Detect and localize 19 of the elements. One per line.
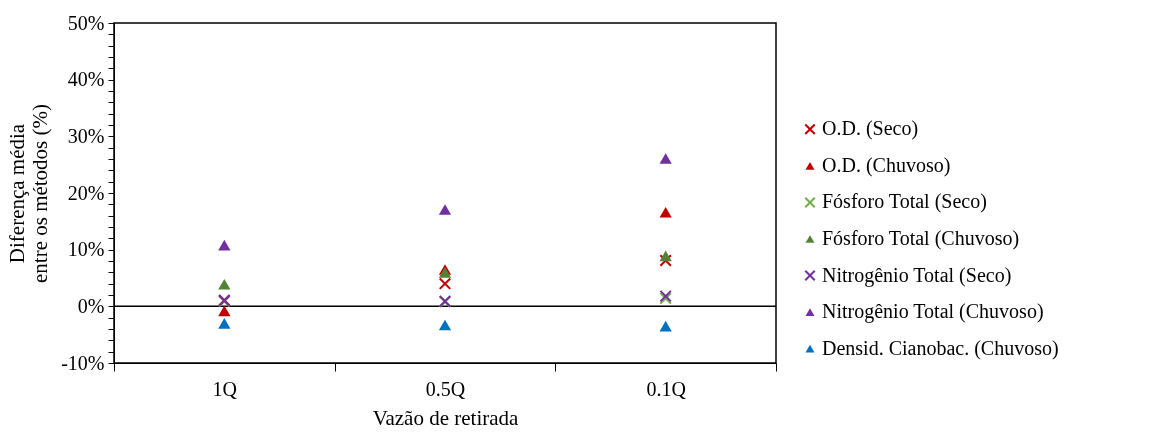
y-tick-label: 10% bbox=[67, 238, 105, 261]
x-tick-label: 0.1Q bbox=[646, 377, 687, 400]
x-tick-label: 1Q bbox=[212, 377, 238, 400]
x-axis-title: Vazão de retirada bbox=[372, 405, 520, 430]
legend-label: Densid. Cianobac. (Chuvoso) bbox=[822, 336, 1059, 360]
legend-label: O.D. (Chuvoso) bbox=[822, 153, 951, 177]
y-tick-label: 40% bbox=[67, 68, 105, 91]
y-tick-label: 20% bbox=[67, 181, 105, 204]
y-tick-label: 0% bbox=[77, 294, 105, 317]
legend-label: O.D. (Seco) bbox=[822, 117, 919, 141]
legend-label: Nitrogênio Total (Seco) bbox=[822, 263, 1012, 287]
y-tick-label: 50% bbox=[67, 11, 105, 34]
legend-label: Fósforo Total (Chuvoso) bbox=[822, 227, 1020, 250]
legend-label: Fósforo Total (Seco) bbox=[822, 190, 987, 214]
y-tick-label: -10% bbox=[61, 351, 105, 374]
y-tick-label: 30% bbox=[67, 124, 105, 147]
x-tick-label: 0.5Q bbox=[425, 377, 466, 400]
legend-label: Nitrogênio Total (Chuvoso) bbox=[822, 300, 1044, 324]
y-axis-title: Diferença média entre os métodos (%) bbox=[5, 103, 53, 284]
